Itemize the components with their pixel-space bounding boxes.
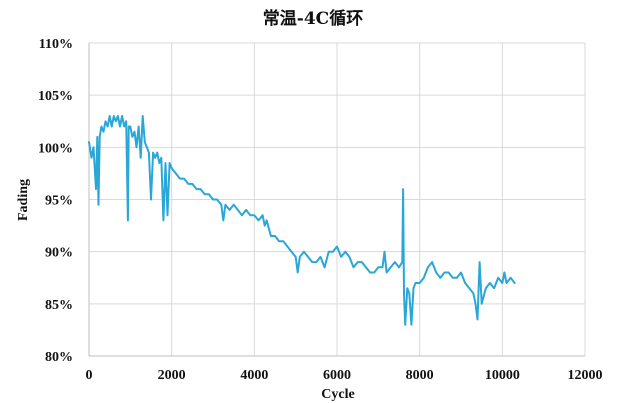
chart-title: 常温-4C循环	[263, 8, 363, 29]
series-group	[88, 115, 516, 326]
y-axis-label: Fading	[16, 179, 31, 221]
x-tick-label: 4000	[240, 368, 268, 383]
x-tick-labels: 0 2000 4000 6000 8000 10000 12000	[86, 368, 603, 383]
y-tick-label: 80%	[45, 350, 73, 365]
x-tick-label: 0	[86, 368, 93, 383]
y-tick-label: 105%	[38, 89, 73, 104]
y-tick-label: 100%	[38, 141, 73, 156]
fading-series-line	[88, 115, 516, 326]
x-tick-label: 12000	[568, 368, 603, 383]
y-tick-labels: 80% 85% 90% 95% 100% 105% 110%	[38, 37, 73, 365]
x-axis-label: Cycle	[321, 387, 354, 402]
x-tick-label: 2000	[158, 368, 186, 383]
x-tick-label: 8000	[406, 368, 434, 383]
y-tick-label: 85%	[45, 298, 73, 313]
x-tick-label: 6000	[323, 368, 351, 383]
y-tick-label: 110%	[39, 37, 73, 52]
grid-lines	[88, 42, 586, 357]
y-tick-label: 90%	[45, 246, 73, 261]
y-tick-label: 95%	[45, 194, 73, 209]
x-tick-label: 10000	[485, 368, 520, 383]
